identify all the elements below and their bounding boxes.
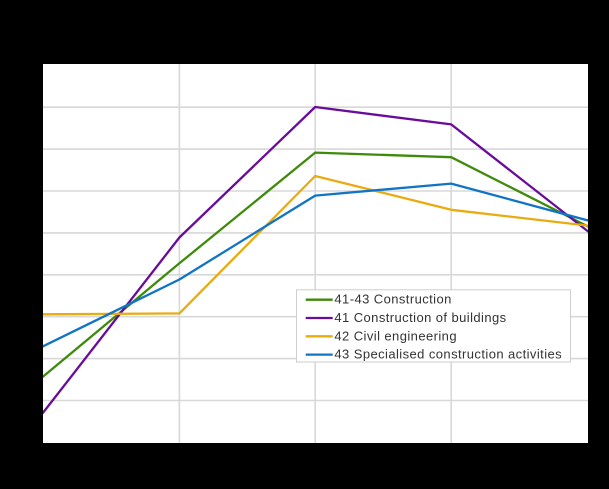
svg-text:41 Construction of buildings: 41 Construction of buildings (334, 310, 506, 325)
svg-text:42 Civil engineering: 42 Civil engineering (334, 328, 457, 343)
svg-text:41-43 Construction: 41-43 Construction (334, 292, 451, 307)
svg-text:43 Specialised construction ac: 43 Specialised construction activities (334, 347, 562, 362)
